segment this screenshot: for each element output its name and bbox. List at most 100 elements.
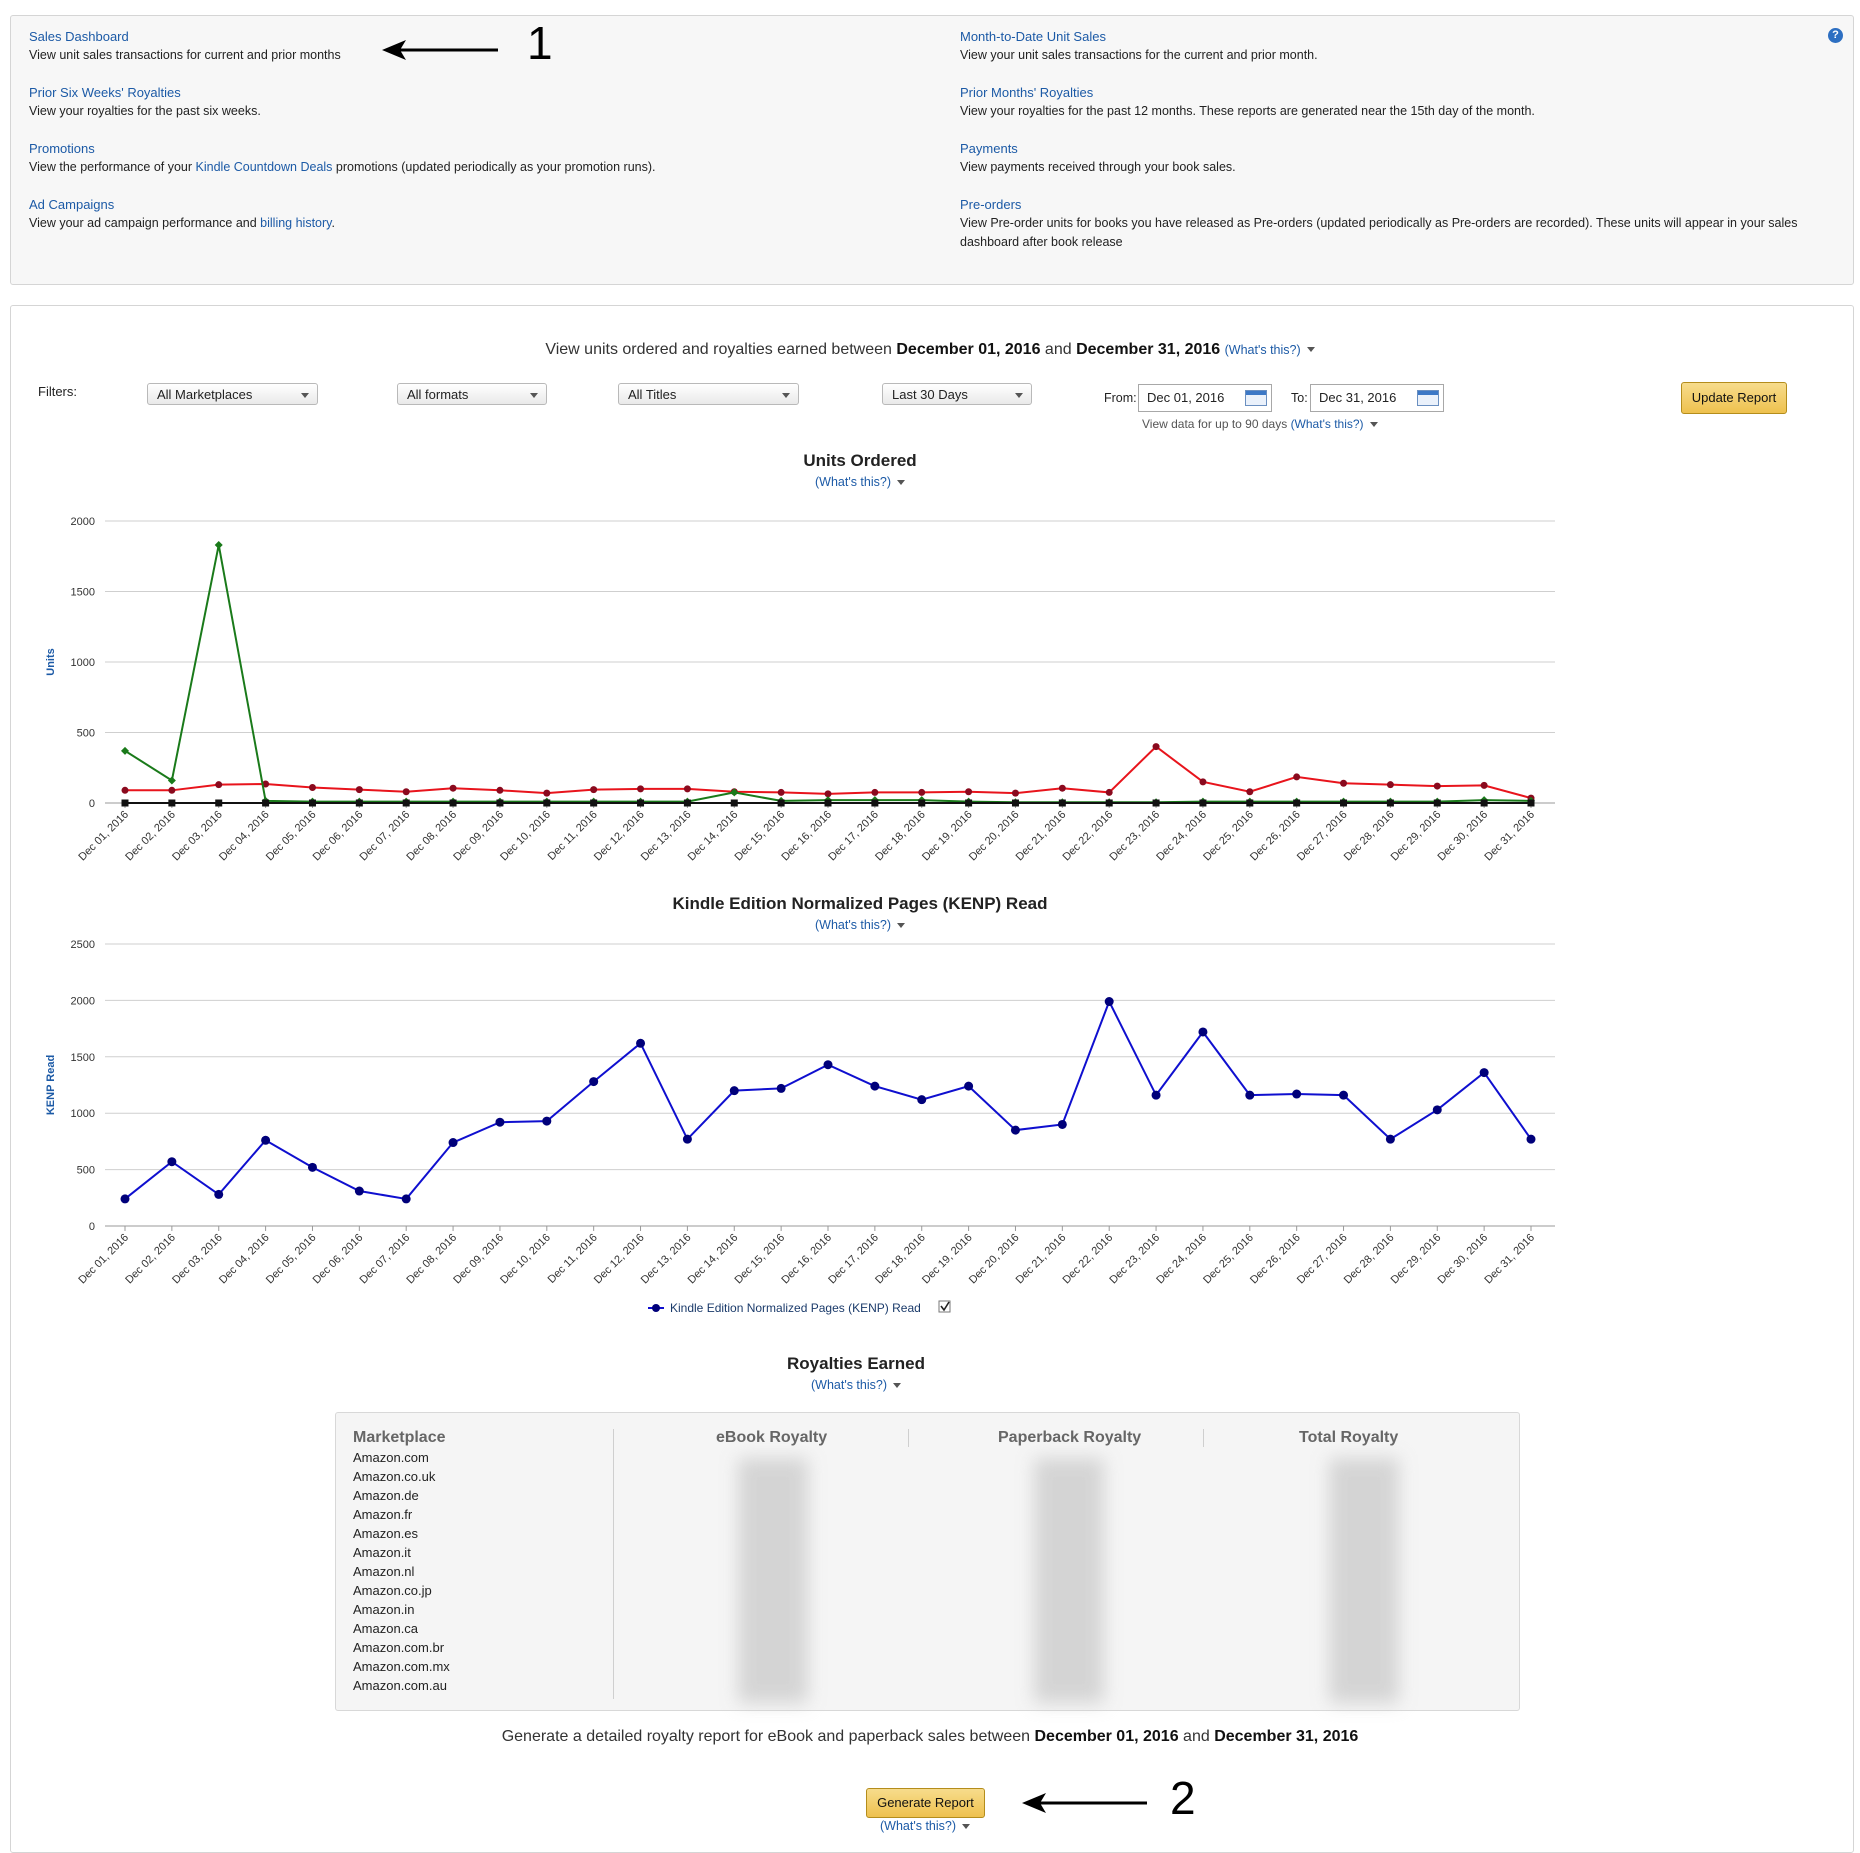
- calendar-icon[interactable]: [1417, 390, 1439, 406]
- data-point: [542, 1116, 552, 1126]
- y-tick-label: 1500: [71, 1052, 95, 1064]
- nav-desc-link[interactable]: Kindle Countdown Deals: [195, 160, 333, 174]
- column-divider: [1203, 1429, 1204, 1447]
- chevron-down-icon[interactable]: [1306, 347, 1315, 353]
- kenp-whats-this-link[interactable]: (What's this?): [814, 918, 891, 932]
- royalties-whats-this-link[interactable]: (What's this?): [810, 1378, 887, 1392]
- header-whats-this-link[interactable]: (What's this?): [1224, 343, 1301, 357]
- data-point: [495, 1117, 505, 1127]
- legend-label: Kindle Edition Normalized Pages (KENP) R…: [670, 1301, 921, 1315]
- data-point: [401, 1194, 411, 1204]
- date-limit-whats-this-link[interactable]: (What's this?): [1290, 417, 1364, 431]
- y-tick-label: 500: [77, 1165, 95, 1177]
- from-date-input[interactable]: Dec 01, 2016: [1138, 384, 1272, 412]
- format-select-value: All formats: [407, 387, 469, 402]
- titles-select[interactable]: All Titles: [618, 383, 799, 405]
- nav-item-link[interactable]: Sales Dashboard: [29, 29, 129, 44]
- data-point: [730, 799, 738, 807]
- data-point: [1057, 1119, 1067, 1129]
- marketplace-row: Amazon.nl: [353, 1564, 415, 1579]
- column-divider: [908, 1429, 909, 1447]
- calendar-icon[interactable]: [1245, 390, 1267, 406]
- data-point: [543, 799, 551, 807]
- generate-report-text: Generate a detailed royalty report for e…: [0, 1728, 1860, 1746]
- units-chart-whats: (What's this?): [0, 474, 1790, 489]
- y-axis-label: KENP Read: [45, 1055, 57, 1115]
- chevron-down-icon[interactable]: [962, 1824, 971, 1830]
- chevron-down-icon[interactable]: [1369, 422, 1378, 428]
- data-point: [1432, 1105, 1442, 1115]
- nav-item-link[interactable]: Prior Months' Royalties: [960, 85, 1094, 100]
- header-date-from: December 01, 2016: [896, 341, 1041, 358]
- data-point: [1292, 1089, 1302, 1099]
- data-point: [1152, 799, 1160, 807]
- nav-desc-link[interactable]: billing history: [260, 216, 332, 230]
- x-tick-label: Dec 31, 2016: [1482, 809, 1537, 864]
- generate-whats-this-link[interactable]: (What's this?): [880, 1819, 957, 1833]
- paperback-royalty-values-redacted: [1034, 1458, 1104, 1703]
- data-point: [729, 1086, 739, 1096]
- data-point: [1010, 1125, 1020, 1135]
- data-point: [167, 1157, 177, 1167]
- chevron-down-icon[interactable]: [897, 923, 905, 929]
- data-point: [1152, 743, 1160, 751]
- data-point: [824, 799, 832, 807]
- marketplace-select[interactable]: All Marketplaces: [147, 383, 318, 405]
- col-header-paperback-royalty: Paperback Royalty: [998, 1429, 1142, 1446]
- marketplace-select-value: All Marketplaces: [157, 387, 253, 402]
- nav-item: Promotions View the performance of your K…: [29, 139, 656, 177]
- units-whats-this-link[interactable]: (What's this?): [814, 475, 891, 489]
- chevron-down-icon: [530, 393, 538, 398]
- nav-item-link[interactable]: Payments: [960, 141, 1018, 156]
- legend-checkbox[interactable]: [938, 1300, 951, 1313]
- nav-item-link[interactable]: Month-to-Date Unit Sales: [960, 29, 1106, 44]
- data-point: [1526, 1134, 1536, 1144]
- nav-item-link[interactable]: Ad Campaigns: [29, 197, 115, 212]
- nav-item-link[interactable]: Pre-orders: [960, 197, 1022, 212]
- y-tick-label: 1000: [71, 657, 95, 669]
- data-point: [1340, 779, 1348, 787]
- format-select[interactable]: All formats: [397, 383, 547, 405]
- date-range-select-value: Last 30 Days: [892, 387, 968, 402]
- data-point: [1058, 799, 1066, 807]
- date-range-header: View units ordered and royalties earned …: [0, 341, 1860, 359]
- marketplace-row: Amazon.it: [353, 1545, 411, 1560]
- data-point: [1527, 799, 1535, 807]
- nav-item-link[interactable]: Prior Six Weeks' Royalties: [29, 85, 181, 100]
- nav-item: Month-to-Date Unit Sales View your unit s…: [960, 27, 1840, 65]
- column-divider: [613, 1429, 614, 1699]
- chevron-down-icon[interactable]: [893, 1383, 901, 1389]
- to-date-input[interactable]: Dec 31, 2016: [1310, 384, 1444, 412]
- data-point: [214, 540, 223, 549]
- filters-label: Filters:: [38, 384, 77, 399]
- date-range-select[interactable]: Last 30 Days: [882, 383, 1032, 405]
- y-tick-label: 1000: [71, 1108, 95, 1120]
- data-point: [1293, 799, 1301, 807]
- marketplace-row: Amazon.com.br: [353, 1640, 445, 1655]
- nav-desc-text: View unit sales transactions for current…: [29, 48, 341, 62]
- from-label: From:: [1104, 391, 1137, 405]
- col-header-marketplace: Marketplace: [353, 1429, 446, 1446]
- data-point: [823, 1060, 833, 1070]
- date-limit-hint: View data for up to 90 days (What's this…: [1142, 417, 1378, 431]
- nav-item-desc: View the performance of your Kindle Coun…: [29, 160, 656, 174]
- data-point: [1433, 799, 1441, 807]
- data-point: [448, 1138, 458, 1148]
- nav-item-link[interactable]: Promotions: [29, 141, 95, 156]
- chevron-down-icon[interactable]: [897, 480, 905, 486]
- marketplace-row: Amazon.co.jp: [353, 1583, 432, 1598]
- data-point: [917, 1095, 927, 1105]
- data-point: [683, 799, 691, 807]
- annotation-arrow-1: 1: [380, 17, 553, 82]
- update-report-button[interactable]: Update Report: [1681, 382, 1787, 414]
- marketplace-row: Amazon.in: [353, 1602, 415, 1617]
- nav-item-desc: View your unit sales transactions for th…: [960, 48, 1318, 62]
- titles-select-value: All Titles: [628, 387, 677, 402]
- data-point: [1245, 1090, 1255, 1100]
- marketplace-row: Amazon.com.mx: [353, 1659, 450, 1674]
- help-icon[interactable]: ?: [1828, 28, 1843, 43]
- data-point: [262, 799, 270, 807]
- nav-desc-text: View your ad campaign performance and: [29, 216, 261, 230]
- generate-report-button[interactable]: Generate Report: [866, 1788, 985, 1818]
- royalties-title: Royalties Earned: [787, 1354, 925, 1373]
